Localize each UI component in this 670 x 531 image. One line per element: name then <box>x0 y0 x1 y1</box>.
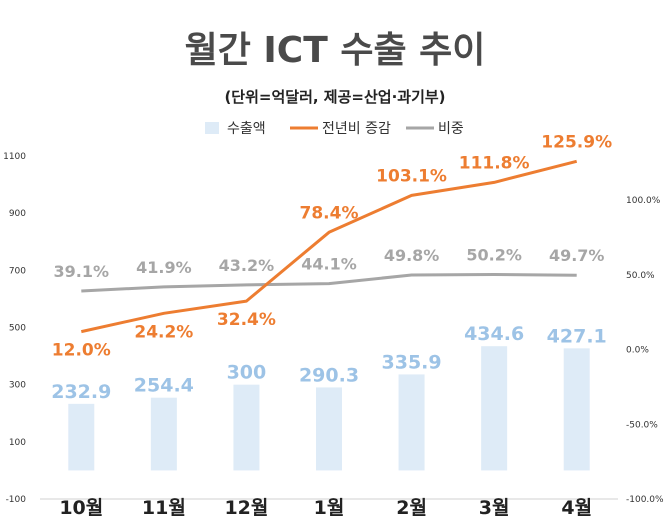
legend: 수출액 전년비 증감 비중 <box>205 121 464 137</box>
bar-data-label: 254.4 <box>134 375 194 397</box>
bar <box>481 346 508 471</box>
x-tick-label: 4월 <box>561 497 592 519</box>
bar <box>68 403 95 471</box>
y-left-tick-label: 900 <box>9 209 26 219</box>
chart-title: 월간 ICT 수출 추이 <box>185 30 486 71</box>
legend-swatch-bar <box>205 122 219 134</box>
y-left-tick-label: 100 <box>9 438 26 448</box>
bar <box>316 387 342 471</box>
x-tick-label: 12월 <box>224 497 268 519</box>
orange-data-label: 12.0% <box>52 341 111 361</box>
gray-data-label: 43.2% <box>219 256 275 275</box>
series-line <box>80 159 578 334</box>
x-tick-label: 11월 <box>142 497 186 519</box>
bar-data-label: 434.6 <box>464 323 524 345</box>
orange-data-label: 111.8% <box>459 153 530 173</box>
x-tick-label: 3월 <box>479 497 510 519</box>
y-left-tick-label: 1100 <box>3 152 26 162</box>
bar <box>563 348 590 471</box>
gray-data-label: 39.1% <box>54 262 110 281</box>
y-left-tick-label: -100 <box>6 495 27 505</box>
bar-data-label: 427.1 <box>547 325 607 347</box>
orange-data-label: 125.9% <box>541 132 612 152</box>
legend-label-orange: 전년비 증감 <box>322 121 391 137</box>
chart-subtitle: (단위=억달러, 제공=산업·과기부) <box>224 88 445 106</box>
gray-data-label: 50.2% <box>466 245 522 264</box>
gray-data-label: 44.1% <box>301 255 357 274</box>
y-right-tick-label: -50.0% <box>626 420 658 430</box>
y-right-tick-label: 100.0% <box>626 196 661 206</box>
axes: -100 100 300 500 700 900 1100 -100.0% -50.0% 0.0%… <box>3 152 664 519</box>
bar-data-label: 300 <box>227 362 267 384</box>
line-series <box>80 159 578 334</box>
gray-data-label: 49.8% <box>384 246 440 265</box>
legend-label-bar: 수출액 <box>227 121 266 137</box>
x-tick-label: 2월 <box>396 497 427 519</box>
orange-data-label: 24.2% <box>134 322 193 342</box>
orange-data-label: 32.4% <box>217 310 276 330</box>
x-tick-label: 10월 <box>59 497 103 519</box>
orange-data-label: 78.4% <box>300 203 359 223</box>
bar <box>233 384 260 471</box>
bar-data-label: 335.9 <box>382 351 442 373</box>
x-tick-label: 1월 <box>314 497 345 519</box>
gray-data-label: 49.7% <box>549 246 605 265</box>
y-left-tick-label: 300 <box>9 381 26 391</box>
y-right-tick-label: 0.0% <box>626 346 649 356</box>
y-right-tick-label: 50.0% <box>626 271 655 281</box>
y-right-tick-label: -100.0% <box>626 495 664 505</box>
bar-data-label: 232.9 <box>51 381 111 403</box>
legend-label-gray: 비중 <box>438 121 464 137</box>
y-left-tick-label: 500 <box>9 324 26 334</box>
gray-data-label: 41.9% <box>136 258 192 277</box>
y-left-tick-label: 700 <box>9 266 26 276</box>
bar-data-label: 290.3 <box>299 364 359 386</box>
bar <box>398 374 425 471</box>
bar <box>150 397 177 471</box>
orange-data-label: 103.1% <box>376 166 447 186</box>
series-line <box>81 273 577 293</box>
bar-series <box>68 346 590 471</box>
data-labels: 232.9 254.4 300 290.3 335.9 434.6 427.1 12.0% 24… <box>51 132 612 403</box>
